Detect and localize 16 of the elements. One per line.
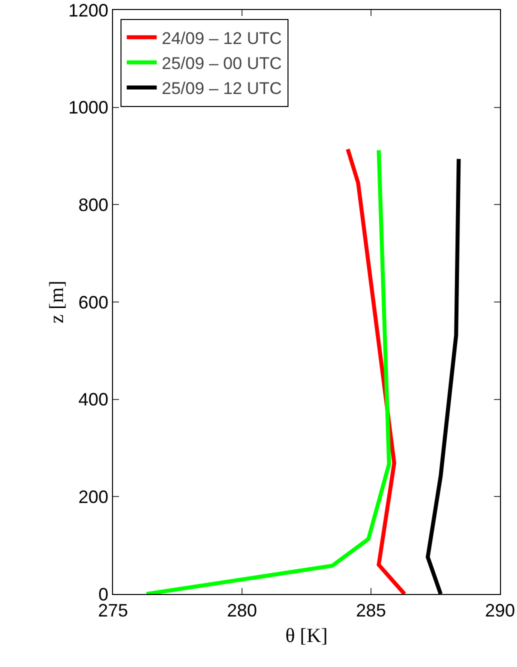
y-tick-label: 800 — [78, 194, 108, 215]
y-tick-label: 400 — [78, 390, 108, 410]
y-tick-label: 200 — [78, 486, 108, 507]
line-series — [144, 148, 392, 594]
x-axis-title: θ [K] — [285, 625, 328, 648]
y-tick-label: 1000 — [68, 98, 108, 118]
y-axis-title: z [m] — [46, 280, 68, 324]
legend-label: 24/09 – 12 UTC — [162, 28, 282, 48]
x-tick-label: 285 — [356, 600, 386, 621]
y-tick-label: 600 — [78, 292, 108, 312]
legend-label: 25/09 – 12 UTC — [162, 79, 282, 98]
x-tick-label: 280 — [226, 600, 258, 621]
y-tick-label: 1200 — [68, 0, 108, 20]
legend-label: 25/09 – 00 UTC — [162, 54, 282, 74]
line-series — [346, 147, 407, 594]
x-tick-label: 290 — [484, 600, 516, 621]
